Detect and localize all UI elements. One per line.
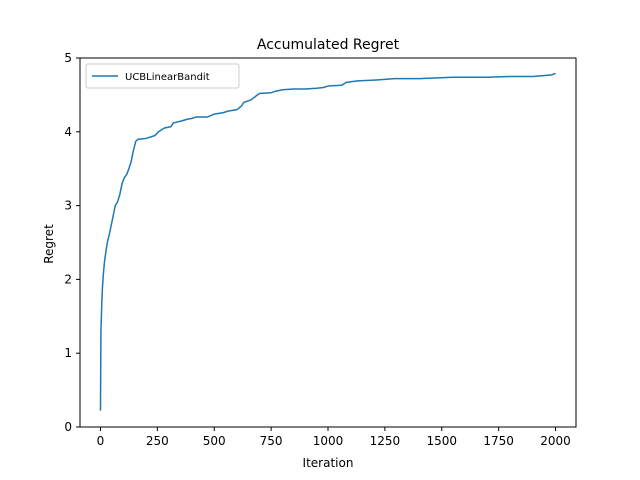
chart-title: Accumulated Regret xyxy=(257,37,400,53)
legend-entry-ucblinearbandit: UCBLinearBandit xyxy=(125,72,210,83)
x-tick-label-500: 500 xyxy=(203,434,226,448)
x-tick-label-2000: 2000 xyxy=(540,434,571,448)
plot-area: 0 250 500 750 1000 1250 1500 1750 2000 0 1 2 3 4 5 xyxy=(64,51,577,448)
y-tick-label-1: 1 xyxy=(64,346,72,360)
x-axis-label: Iteration xyxy=(303,456,354,470)
x-tick-label-1000: 1000 xyxy=(313,434,344,448)
x-tick-label-1750: 1750 xyxy=(483,434,514,448)
x-tick-label-250: 250 xyxy=(146,434,169,448)
y-axis-label: Regret xyxy=(42,224,56,264)
y-tick-label-0: 0 xyxy=(64,420,72,434)
x-tick-label-1250: 1250 xyxy=(370,434,401,448)
series-line-0 xyxy=(99,72,556,411)
axes-frame xyxy=(79,57,577,428)
x-tick-label-0: 0 xyxy=(97,434,105,448)
legend: UCBLinearBandit xyxy=(85,63,240,89)
x-tick-label-1500: 1500 xyxy=(426,434,457,448)
y-tick-label-2: 2 xyxy=(64,272,72,286)
y-tick-label-4: 4 xyxy=(64,125,72,139)
y-tick-label-3: 3 xyxy=(64,199,72,213)
x-tick-label-750: 750 xyxy=(260,434,283,448)
y-tick-label-5: 5 xyxy=(64,51,72,65)
legend-box xyxy=(85,63,240,89)
